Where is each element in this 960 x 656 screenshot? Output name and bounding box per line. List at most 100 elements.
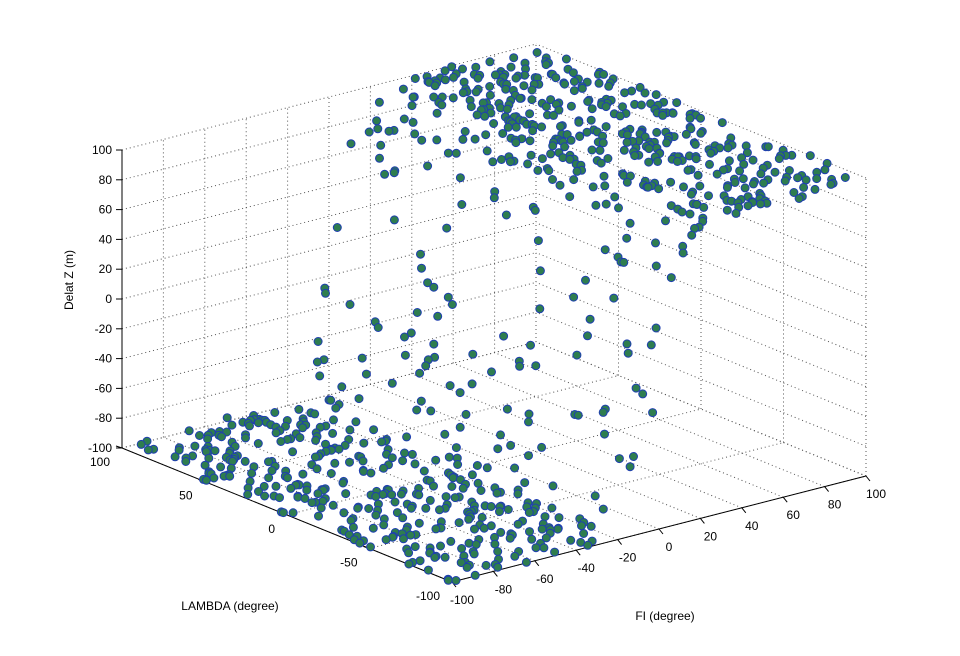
data-point <box>685 209 695 219</box>
data-point <box>470 134 480 144</box>
data-point <box>566 101 576 111</box>
data-point <box>560 79 570 89</box>
data-point <box>373 323 383 332</box>
data-point <box>311 435 321 445</box>
data-point <box>506 62 516 72</box>
data-point <box>691 154 701 164</box>
data-point <box>739 159 749 169</box>
data-point <box>677 207 687 217</box>
data-point <box>705 159 714 169</box>
z-tick-label: 100 <box>92 143 112 157</box>
data-point <box>679 182 688 192</box>
data-point <box>455 173 465 183</box>
data-point <box>610 192 620 202</box>
data-point <box>195 431 204 440</box>
data-point <box>547 503 557 513</box>
data-point <box>569 86 579 96</box>
grid-line <box>370 383 701 519</box>
data-point <box>501 84 511 94</box>
data-point <box>588 182 598 192</box>
data-point <box>448 93 458 103</box>
data-point <box>429 282 439 292</box>
data-point <box>264 473 274 483</box>
data-point <box>681 129 691 139</box>
data-point <box>759 178 769 188</box>
data-point <box>331 403 341 413</box>
data-point <box>789 188 799 197</box>
data-point <box>577 83 587 93</box>
data-point <box>444 452 454 462</box>
data-point <box>423 278 433 288</box>
data-point <box>387 378 397 388</box>
grid-line <box>535 73 867 209</box>
grid-line <box>163 436 494 572</box>
data-point <box>298 423 308 433</box>
data-point <box>375 153 384 163</box>
data-point <box>620 88 630 98</box>
grid-line <box>535 222 867 358</box>
data-point <box>548 141 558 151</box>
data-point <box>404 548 414 558</box>
data-point <box>554 105 564 115</box>
data-point <box>374 97 384 107</box>
data-point <box>531 361 541 371</box>
data-point <box>742 148 752 158</box>
grid-line <box>204 375 619 482</box>
data-point <box>404 559 414 569</box>
data-point <box>511 122 521 132</box>
data-point <box>337 382 347 392</box>
grid-line <box>121 43 537 151</box>
data-point <box>502 404 512 414</box>
data-point <box>345 457 354 467</box>
grid-line <box>328 394 660 530</box>
data-point <box>432 135 442 145</box>
data-point <box>511 73 521 83</box>
data-point <box>341 489 351 499</box>
data-point <box>493 547 503 556</box>
x-tick-label: 40 <box>745 519 759 533</box>
data-point <box>313 489 323 499</box>
z-tick-label: 0 <box>105 292 112 306</box>
data-point <box>652 127 662 137</box>
data-point <box>241 433 250 443</box>
data-point <box>525 527 534 537</box>
data-point <box>361 369 371 379</box>
x-tick-label: -20 <box>619 551 637 565</box>
data-point <box>203 434 213 444</box>
grid-line <box>121 252 537 360</box>
data-point <box>631 383 641 393</box>
grid-line <box>121 162 537 270</box>
data-point <box>658 110 668 120</box>
data-point <box>379 520 389 530</box>
data-point <box>464 514 474 524</box>
data-point <box>200 460 210 470</box>
data-point <box>466 102 476 112</box>
data-point <box>521 557 531 567</box>
data-point <box>458 64 467 74</box>
data-point <box>253 418 263 428</box>
data-point <box>371 510 381 520</box>
grid-line <box>535 252 867 388</box>
data-point <box>527 534 537 544</box>
data-point <box>537 442 547 452</box>
data-point <box>826 179 836 189</box>
data-point <box>840 173 850 182</box>
data-point <box>502 104 512 114</box>
data-point <box>490 539 500 549</box>
data-point <box>417 135 427 145</box>
data-point <box>429 92 439 102</box>
x-tick <box>700 518 705 524</box>
data-point <box>407 101 417 111</box>
data-point <box>499 331 509 341</box>
data-points <box>136 48 850 585</box>
data-point <box>535 304 545 314</box>
x-tick-label: -80 <box>495 582 513 596</box>
data-point <box>294 404 304 414</box>
tick-labels: -100-80-60-40-20020406080100-100-5005010… <box>88 143 886 607</box>
data-point <box>497 155 506 164</box>
data-point <box>479 523 489 533</box>
data-point <box>461 409 471 419</box>
data-point <box>533 236 543 246</box>
data-point <box>527 95 537 105</box>
data-point <box>243 490 253 499</box>
